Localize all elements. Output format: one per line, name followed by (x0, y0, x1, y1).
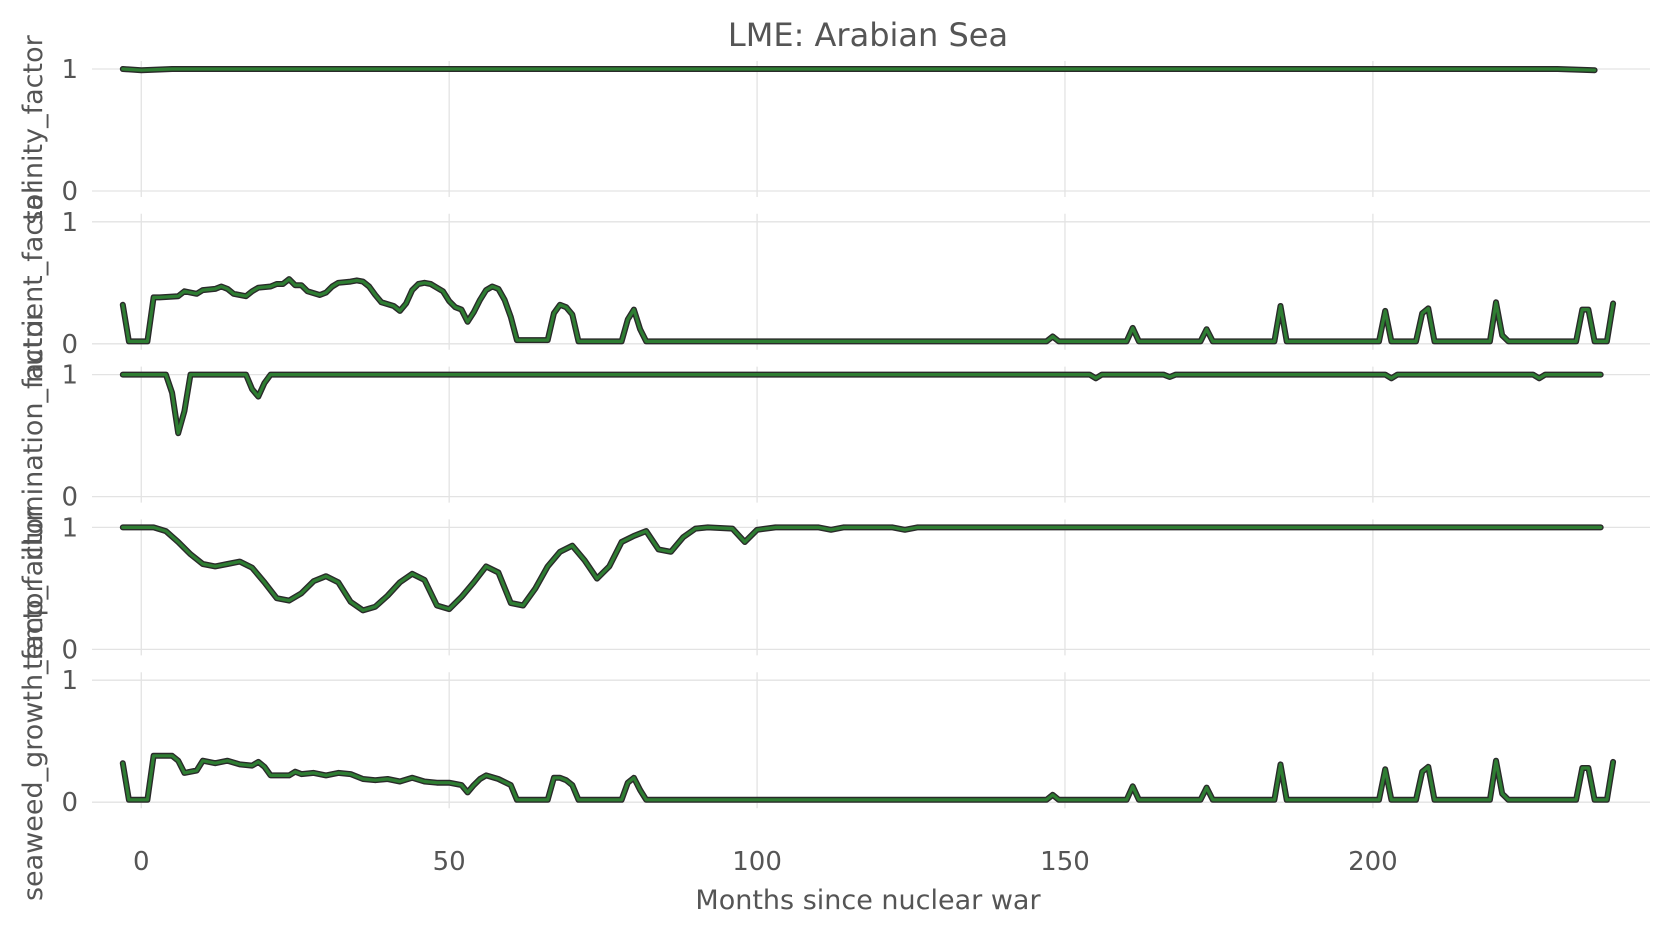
y-tick-label: 1 (61, 208, 78, 238)
panel-2: 0 1 nutrient_factor (18, 182, 1650, 383)
x-tick-label: 150 (1040, 847, 1090, 877)
series-outline-3 (119, 371, 1604, 437)
x-axis-ticks: 0 50 100 150 200 (133, 847, 1398, 877)
series-line-1 (121, 67, 1597, 72)
panel-1: 0 1 salinity_factor (18, 34, 1650, 225)
panel-4: 0 1 temp_factor (18, 506, 1650, 670)
y-axis-label-3: illumination_factor (18, 309, 49, 561)
y-tick-label: 0 (61, 330, 78, 360)
y-tick-label: 0 (61, 177, 78, 207)
y-tick-label: 0 (61, 635, 78, 665)
y-tick-label: 1 (61, 361, 78, 391)
y-tick-label: 1 (61, 55, 78, 85)
y-axis-label-1: salinity_factor (18, 34, 49, 224)
chart-panels: 01salinity_factor01nutrient_factor01illu… (18, 34, 1650, 901)
series-outline-4 (119, 524, 1604, 614)
y-axis-label-4: temp_factor (18, 506, 49, 670)
chart-title: LME: Arabian Sea (728, 16, 1008, 54)
series-line-5 (121, 754, 1615, 802)
series-line-3 (121, 373, 1603, 435)
x-tick-label: 50 (433, 847, 466, 877)
y-tick-label: 0 (61, 483, 78, 513)
x-axis-label: Months since nuclear war (695, 885, 1041, 916)
x-tick-label: 200 (1348, 847, 1398, 877)
x-tick-label: 100 (732, 847, 782, 877)
series-line-4 (121, 525, 1603, 612)
y-tick-label: 1 (61, 666, 78, 696)
series-line-2 (121, 277, 1615, 343)
y-tick-label: 1 (61, 513, 78, 543)
y-tick-label: 0 (61, 788, 78, 818)
y-axis-label-5: seaweed_growth_factor (18, 580, 49, 901)
x-tick-label: 0 (133, 847, 150, 877)
y-axis-label-2: nutrient_factor (18, 182, 49, 383)
